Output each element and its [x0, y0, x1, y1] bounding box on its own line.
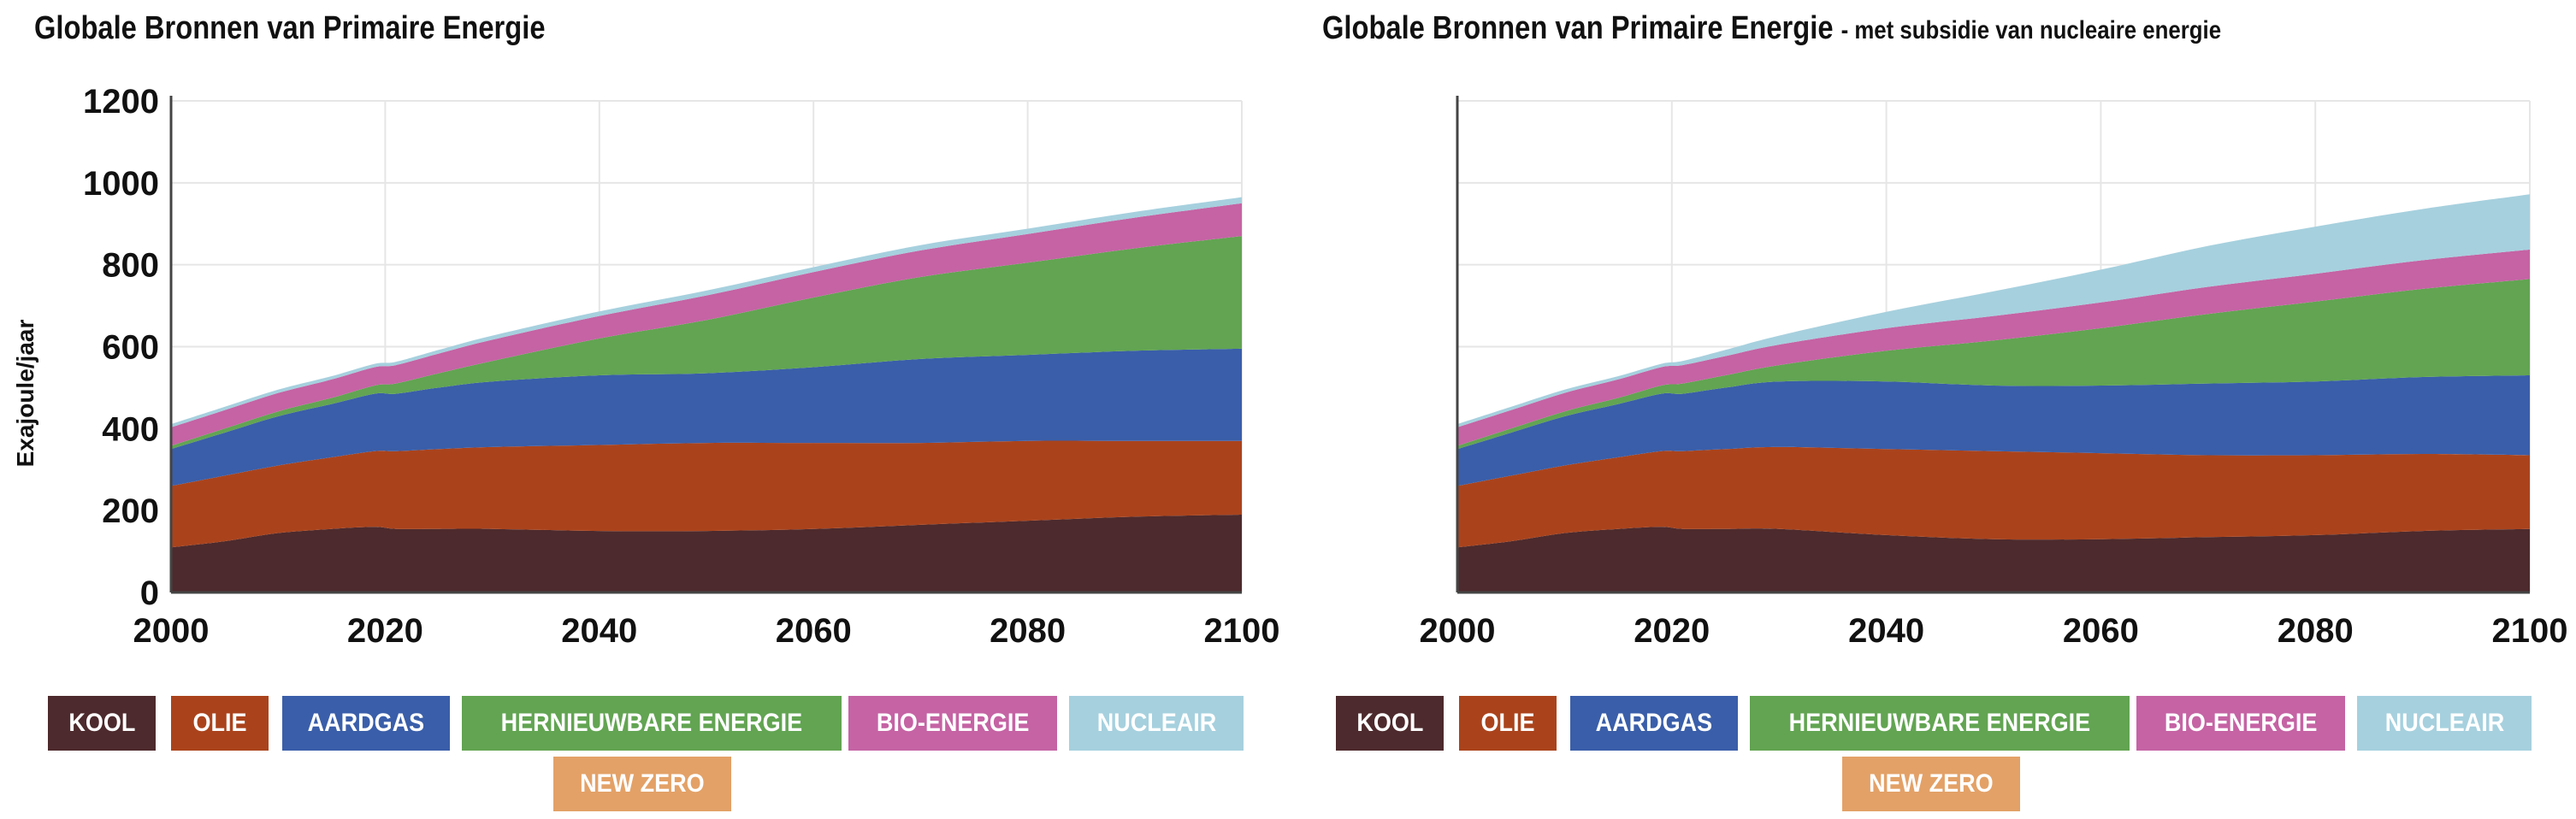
legend-label: HERNIEUWBARE ENERGIE — [500, 709, 803, 737]
area-olie — [1457, 446, 2530, 548]
legend-item-olie: OLIE — [1459, 696, 1557, 751]
x-tick-label: 2040 — [1848, 612, 1924, 650]
x-tick-label: 2000 — [133, 612, 210, 650]
legend-label: KOOL — [1356, 709, 1423, 737]
legend-label: NUCLEAIR — [2384, 709, 2504, 737]
legend-label: AARDGAS — [307, 709, 425, 737]
legend-item-aardgas: AARDGAS — [1570, 696, 1738, 751]
x-tick-label: 2060 — [776, 612, 852, 650]
y-tick-label: 600 — [102, 329, 159, 367]
legend-item-olie: OLIE — [171, 696, 269, 751]
x-tick-label: 2040 — [561, 612, 637, 650]
x-tick-label: 2000 — [1420, 612, 1496, 650]
legend-item-kool: KOOL — [1336, 696, 1444, 751]
chart-panel-2: 2000 2020 2040 2060 2080 2100 — [1420, 96, 2568, 650]
area-olie — [171, 440, 1242, 548]
legend-label: NUCLEAIR — [1096, 709, 1216, 737]
chart-title-right: Globale Bronnen van Primaire Energie - m… — [1322, 10, 2221, 47]
legend-label: OLIE — [1480, 709, 1535, 737]
legend-item-nucleair: NUCLEAIR — [1069, 696, 1244, 751]
x-tick-label: 2020 — [1634, 612, 1710, 650]
legend-item-newzero: NEW ZERO — [1842, 757, 2020, 811]
x-tick-label: 2100 — [1204, 612, 1280, 650]
y-tick-label: 1200 — [83, 83, 159, 121]
legend-label: BIO-ENERGIE — [876, 709, 1030, 737]
x-tick-label: 2100 — [2492, 612, 2568, 650]
legend-item-bio: BIO-ENERGIE — [848, 696, 1057, 751]
y-tick-label: 200 — [102, 492, 159, 530]
area-nucleair — [1457, 194, 2530, 427]
chart-title-right-main: Globale Bronnen van Primaire Energie — [1322, 10, 1834, 46]
chart-subtitle-right: - met subsidie van nucleaire energie — [1840, 16, 2222, 44]
area-aardgas — [171, 348, 1242, 486]
legend-label: NEW ZERO — [580, 769, 705, 798]
legend-item-newzero: NEW ZERO — [553, 757, 731, 811]
x-tick-label: 2080 — [990, 612, 1066, 650]
legend-item-aardgas: AARDGAS — [282, 696, 450, 751]
legend-item-hernieuwbaar: HERNIEUWBARE ENERGIE — [1750, 696, 2130, 751]
area-bio-energie — [1457, 249, 2530, 446]
area-hernieuwbare-energie — [171, 236, 1242, 450]
area-kool — [1457, 527, 2530, 592]
y-tick-label: 800 — [102, 247, 159, 285]
y-tick-label: 1000 — [83, 165, 159, 203]
legend-item-kool: KOOL — [48, 696, 156, 751]
chart-panel-1: 0 200 400 600 800 1000 1200 2000 2020 2040 2060 208… — [83, 83, 1279, 650]
legend-item-nucleair: NUCLEAIR — [2357, 696, 2532, 751]
legend-label: OLIE — [192, 709, 247, 737]
y-tick-label: 0 — [140, 574, 159, 612]
x-tick-label: 2020 — [347, 612, 423, 650]
area-kool — [171, 515, 1242, 592]
x-tick-label: 2080 — [2278, 612, 2354, 650]
x-tick-label: 2060 — [2063, 612, 2139, 650]
chart-title-left: Globale Bronnen van Primaire Energie — [34, 10, 546, 46]
y-tick-label: 400 — [102, 410, 159, 448]
legend-label: AARDGAS — [1595, 709, 1713, 737]
legend-item-hernieuwbaar: HERNIEUWBARE ENERGIE — [462, 696, 842, 751]
legend-label: KOOL — [68, 709, 135, 737]
legend-item-bio: BIO-ENERGIE — [2136, 696, 2345, 751]
legend-label: BIO-ENERGIE — [2164, 709, 2318, 737]
legend-label: NEW ZERO — [1869, 769, 1994, 798]
area-aardgas — [1457, 375, 2530, 486]
legend-label: HERNIEUWBARE ENERGIE — [1788, 709, 2091, 737]
area-hernieuwbare-energie — [1457, 279, 2530, 450]
area-bio-energie — [171, 203, 1242, 446]
